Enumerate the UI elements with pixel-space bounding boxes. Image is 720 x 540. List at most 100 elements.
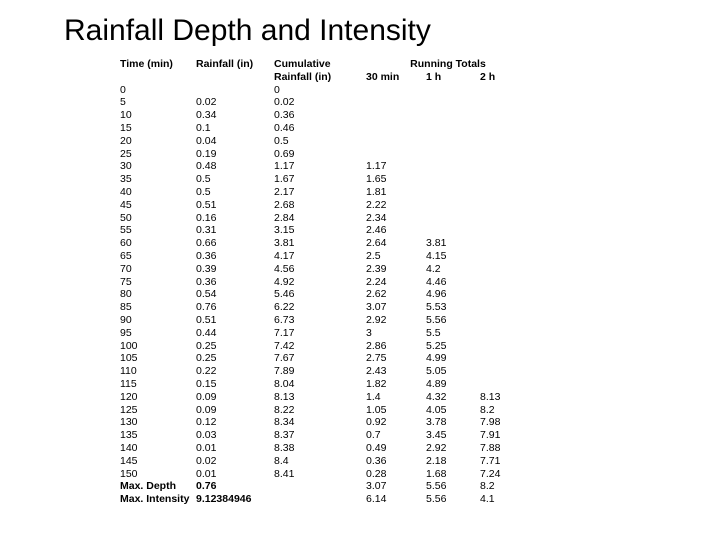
- cell-1h: 4.05: [426, 404, 480, 417]
- cell-cumulative: 6.22: [274, 301, 366, 314]
- cell-2h: 7.24: [480, 468, 534, 481]
- table-row: 1250.098.221.054.058.2: [120, 404, 534, 417]
- cell-rainfall: 0.31: [196, 224, 274, 237]
- cell-30min: 1.65: [366, 173, 426, 186]
- cell-30min: 1.82: [366, 378, 426, 391]
- cell-1h: 4.15: [426, 250, 480, 263]
- cell-time: 30: [120, 160, 196, 173]
- cell-rainfall: 0.34: [196, 109, 274, 122]
- table-row: 950.447.1735.5: [120, 327, 534, 340]
- cell-time: 55: [120, 224, 196, 237]
- table-row: 750.364.922.244.46: [120, 276, 534, 289]
- cell-30min: 0.49: [366, 442, 426, 455]
- cell-30min: 1.4: [366, 391, 426, 404]
- table-row: 1300.128.340.923.787.98: [120, 416, 534, 429]
- cell-2h: [480, 378, 534, 391]
- cell-rainfall: 0.44: [196, 327, 274, 340]
- cell-1h: [426, 109, 480, 122]
- cell-rainfall: 0.54: [196, 288, 274, 301]
- cell-time: 115: [120, 378, 196, 391]
- cell-cumulative: 8.37: [274, 429, 366, 442]
- cell-2h: [480, 301, 534, 314]
- cell-cumulative: 3.81: [274, 237, 366, 250]
- header-2h: 2 h: [480, 71, 534, 84]
- cell-30min: [366, 109, 426, 122]
- header-cumulative-l2: Rainfall (in): [274, 71, 366, 84]
- table-row: 50.020.02: [120, 96, 534, 109]
- cell-time: 25: [120, 148, 196, 161]
- cell-rainfall: 0.16: [196, 212, 274, 225]
- cell-cumulative: 2.68: [274, 199, 366, 212]
- cell-cumulative: 8.22: [274, 404, 366, 417]
- cell-cumulative: 8.13: [274, 391, 366, 404]
- cell-2h: [480, 288, 534, 301]
- cell-1h: 4.2: [426, 263, 480, 276]
- cell-rainfall: [196, 84, 274, 97]
- table-row: 200.040.5: [120, 135, 534, 148]
- cell-2h: 7.88: [480, 442, 534, 455]
- cell-cumulative: 0: [274, 84, 366, 97]
- cell-time: 130: [120, 416, 196, 429]
- cell-cumulative: 7.89: [274, 365, 366, 378]
- cell-cumulative: 6.73: [274, 314, 366, 327]
- cell-2h: 7.71: [480, 455, 534, 468]
- cell-cumulative: 1.17: [274, 160, 366, 173]
- cell-1h: 3.45: [426, 429, 480, 442]
- cell-cumulative: 8.41: [274, 468, 366, 481]
- cell-time: 125: [120, 404, 196, 417]
- cell-30min: 2.62: [366, 288, 426, 301]
- cell-1h: [426, 148, 480, 161]
- cell-2h: [480, 96, 534, 109]
- table-row: Max. Intensity9.123849466.145.564.1: [120, 493, 534, 506]
- cell-time: 85: [120, 301, 196, 314]
- cell-30min: 2.34: [366, 212, 426, 225]
- table-row: 450.512.682.22: [120, 199, 534, 212]
- table-row: 350.51.671.65: [120, 173, 534, 186]
- cell-cumulative: 0.02: [274, 96, 366, 109]
- cell-cumulative: 4.92: [274, 276, 366, 289]
- cell-1h: 5.53: [426, 301, 480, 314]
- table-row: 1150.158.041.824.89: [120, 378, 534, 391]
- cell-1h: [426, 122, 480, 135]
- cell-1h: 5.56: [426, 493, 480, 506]
- cell-30min: 0.28: [366, 468, 426, 481]
- cell-30min: 2.43: [366, 365, 426, 378]
- cell-2h: [480, 173, 534, 186]
- cell-1h: [426, 96, 480, 109]
- cell-2h: [480, 186, 534, 199]
- cell-rainfall: 0.48: [196, 160, 274, 173]
- cell-2h: [480, 84, 534, 97]
- cell-cumulative: 2.84: [274, 212, 366, 225]
- cell-1h: [426, 224, 480, 237]
- table-row: 1050.257.672.754.99: [120, 352, 534, 365]
- cell-time: 110: [120, 365, 196, 378]
- cell-2h: 7.98: [480, 416, 534, 429]
- table-row: 500.162.842.34: [120, 212, 534, 225]
- slide: Rainfall Depth and Intensity Time (min) …: [0, 0, 720, 540]
- table-row: 100.340.36: [120, 109, 534, 122]
- cell-1h: [426, 199, 480, 212]
- cell-1h: 3.81: [426, 237, 480, 250]
- cell-rainfall: 0.02: [196, 455, 274, 468]
- cell-1h: 4.32: [426, 391, 480, 404]
- table-row: 300.481.171.17: [120, 160, 534, 173]
- cell-30min: 3: [366, 327, 426, 340]
- cell-1h: 4.99: [426, 352, 480, 365]
- table-row: 250.190.69: [120, 148, 534, 161]
- cell-30min: 1.81: [366, 186, 426, 199]
- cell-rainfall: 0.22: [196, 365, 274, 378]
- cell-30min: 2.46: [366, 224, 426, 237]
- table-row: 00: [120, 84, 534, 97]
- cell-cumulative: 8.34: [274, 416, 366, 429]
- cell-1h: [426, 212, 480, 225]
- cell-time: 90: [120, 314, 196, 327]
- table-row: 800.545.462.624.96: [120, 288, 534, 301]
- cell-1h: [426, 186, 480, 199]
- cell-time: 60: [120, 237, 196, 250]
- cell-cumulative: 1.67: [274, 173, 366, 186]
- header-cumulative-l1: Cumulative: [274, 58, 366, 71]
- cell-2h: 8.2: [480, 480, 534, 493]
- cell-30min: 1.17: [366, 160, 426, 173]
- cell-1h: [426, 84, 480, 97]
- table-row: 1450.028.40.362.187.71: [120, 455, 534, 468]
